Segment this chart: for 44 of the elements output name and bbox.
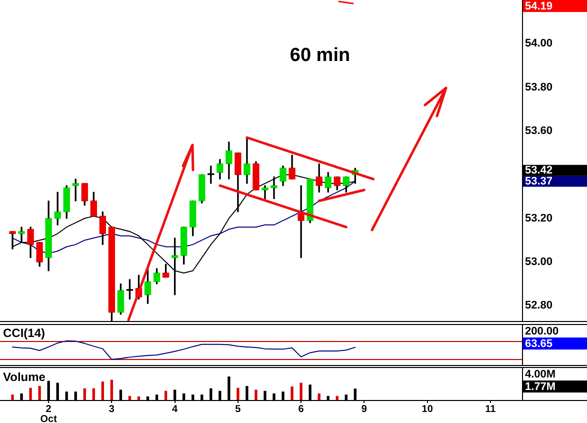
bar — [164, 390, 168, 400]
bar — [336, 396, 338, 400]
text: 54.19 — [525, 0, 553, 13]
x-tick-label: 2 Oct — [40, 404, 58, 423]
bar — [38, 386, 41, 400]
bar — [236, 388, 240, 400]
bar — [290, 386, 294, 400]
x-tick-label: 11 — [485, 404, 496, 415]
bar — [29, 388, 32, 400]
x-tick-label: 6 — [298, 404, 304, 415]
candlestick — [298, 185, 304, 258]
y-tick-label: 53.20 — [525, 212, 553, 224]
y-tick-label: 53.80 — [525, 81, 553, 94]
y-tick-label: 54.00 — [525, 38, 553, 50]
y-tick-label: 53.37 — [525, 175, 553, 188]
x-tick-label: 3 — [108, 404, 115, 415]
candlestick — [18, 226, 25, 243]
bar — [254, 390, 258, 400]
text: 60 min — [288, 45, 352, 66]
y-tick-label: 53.60 — [525, 125, 553, 138]
candlestick — [126, 279, 134, 300]
x-tick-label: 10 — [422, 404, 434, 415]
y-tick-label: 53.00 — [525, 256, 553, 268]
text: 63.65 — [525, 338, 553, 350]
chart-title: CCI(14) — [2, 326, 46, 340]
chart-title: Volume — [2, 370, 46, 384]
y-tick-label: 53.42 — [525, 164, 553, 176]
text: 4.00M — [525, 368, 556, 381]
bar — [137, 396, 140, 400]
text: 200.00 — [525, 326, 559, 338]
bar — [300, 382, 302, 400]
bar — [128, 396, 132, 400]
bar — [11, 394, 14, 400]
text: 1.77M — [525, 381, 556, 394]
candlestick — [262, 185, 268, 200]
x-tick-label: 4 — [172, 404, 178, 415]
bar — [101, 382, 104, 400]
bar — [92, 388, 95, 400]
x-tick-label: 5 — [235, 404, 242, 415]
x-tick-label: 9 — [361, 404, 368, 415]
y-tick-label: 52.80 — [525, 300, 553, 312]
bar — [318, 393, 320, 400]
bar — [110, 380, 114, 400]
bar — [83, 388, 86, 400]
